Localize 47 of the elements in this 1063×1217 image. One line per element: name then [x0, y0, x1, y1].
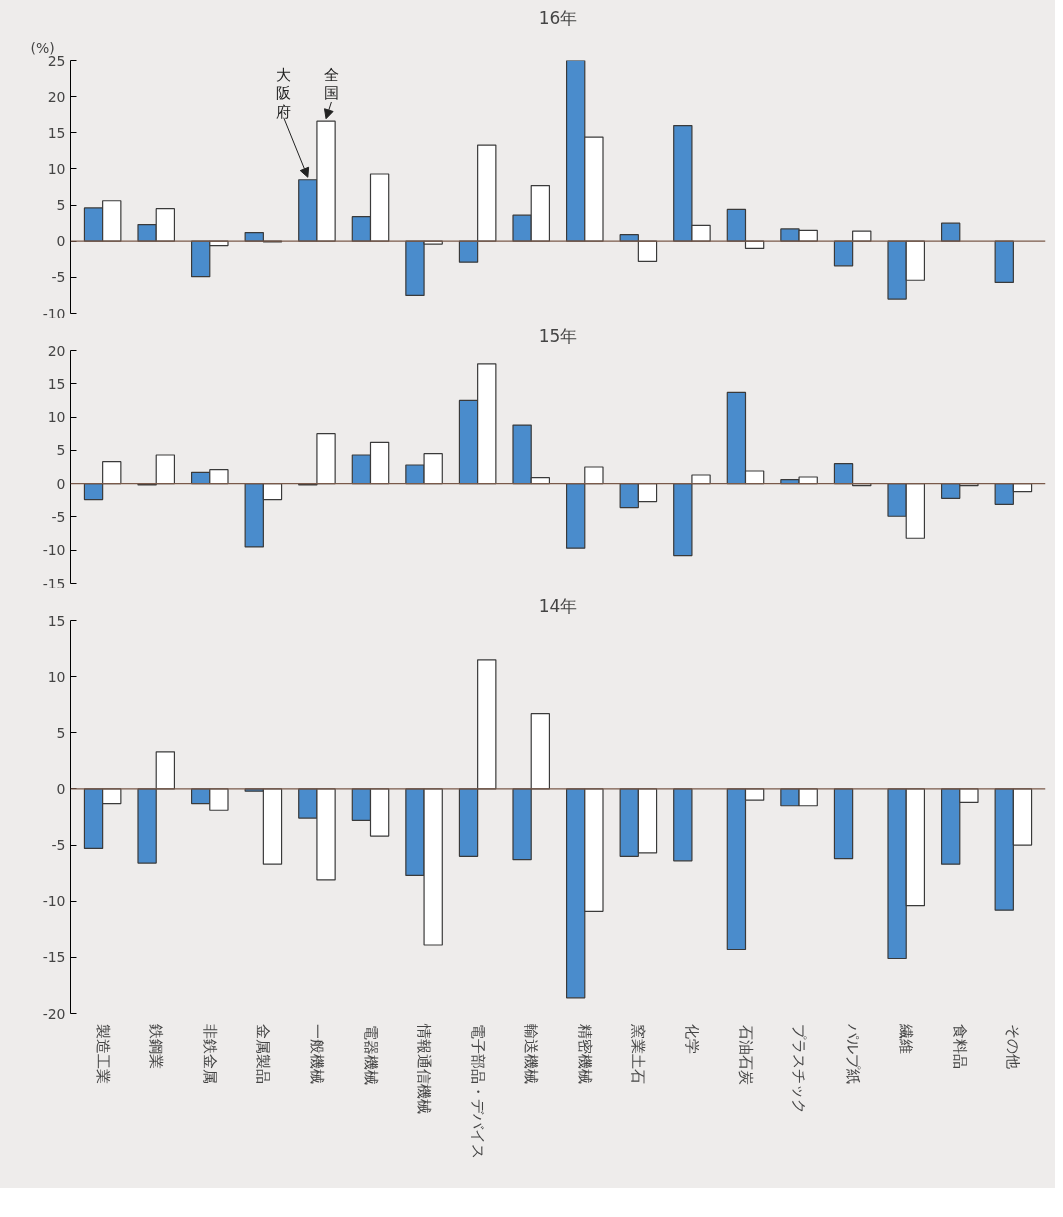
y-tick-label: 15: [47, 612, 66, 629]
y-tick-label: 0: [56, 780, 66, 797]
y-tick-label: -10: [42, 542, 66, 559]
x-tick-label: 繊維: [897, 1023, 916, 1055]
y-tick-label: 5: [56, 197, 66, 214]
x-tick-label: 電器機械: [361, 1024, 380, 1085]
y-tick-label: -5: [51, 837, 66, 854]
x-tick-label: 製造工業: [93, 1024, 112, 1085]
chart-title: 16年: [538, 7, 578, 28]
y-tick-label: 10: [47, 668, 66, 685]
series-label: 全国: [323, 65, 339, 103]
text: 大阪府: [276, 65, 292, 122]
x-tick-label: 輸送機械: [522, 1024, 541, 1085]
x-tick-label: パルプ紙: [843, 1023, 862, 1085]
y-tick-label: -20: [42, 1005, 66, 1022]
y-tick-label: 15: [47, 375, 66, 392]
x-tick-label: 精密機械: [575, 1024, 594, 1085]
x-tick-label: 窯業土石: [629, 1024, 648, 1085]
x-tick-label: 化学: [682, 1024, 701, 1055]
y-tick-label: 10: [47, 409, 66, 426]
y-tick-label: -5: [51, 269, 66, 286]
y-tick-label: -15: [42, 575, 66, 592]
x-tick-label: プラスチック: [790, 1024, 809, 1115]
x-tick-label: 電子部品・デバイス: [468, 1024, 487, 1160]
y-tick-label: 5: [56, 724, 66, 741]
y-tick-label: 0: [56, 233, 66, 250]
chart-title: 14年: [538, 595, 578, 616]
x-tick-label: 石油石炭: [736, 1024, 755, 1085]
y-tick-label: 15: [47, 124, 66, 141]
x-tick-label: その他: [1004, 1024, 1023, 1070]
x-tick-label: 金属製品: [254, 1024, 273, 1085]
y-tick-label: -10: [42, 893, 66, 910]
y-tick-label: 20: [47, 342, 66, 359]
x-tick-label: 非鉄金属: [200, 1024, 219, 1085]
x-tick-label: 一般機械: [307, 1024, 326, 1085]
x-tick-label: 食料品: [950, 1024, 969, 1070]
y-tick-label: 0: [56, 475, 66, 492]
y-tick-label: 10: [47, 160, 66, 177]
x-tick-label: 鉄鋼業: [147, 1024, 166, 1070]
y-tick-label: -5: [51, 508, 66, 525]
y-axis-title: (%): [30, 39, 55, 56]
y-tick-label: 5: [56, 442, 66, 459]
chart-title: 15年: [538, 325, 578, 346]
y-tick-label: 20: [47, 88, 66, 105]
y-tick-label: -15: [42, 949, 66, 966]
y-tick-label: -10: [42, 305, 66, 322]
x-tick-label: 情報通信機械: [415, 1023, 434, 1115]
